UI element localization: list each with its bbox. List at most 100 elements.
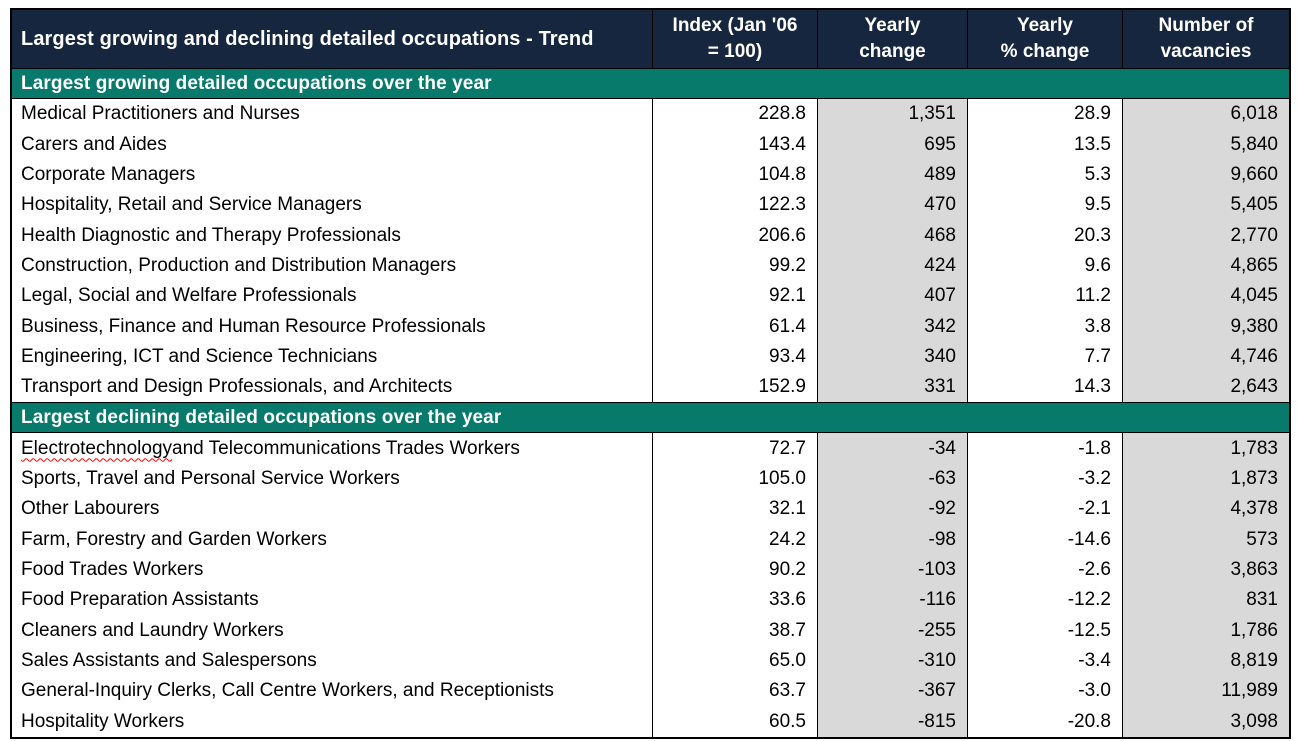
yearly-change-cell: -815: [817, 706, 967, 737]
table-title: Largest growing and declining detailed o…: [21, 27, 594, 50]
section-header-label: Largest growing detailed occupations ove…: [21, 72, 492, 94]
table-row: Business, Finance and Human Resource Pro…: [12, 311, 1289, 342]
table-row: Corporate Managers 104.8 489 5.3 9,660: [12, 159, 1289, 191]
table-header-row: Largest growing and declining detailed o…: [12, 10, 1289, 68]
yearly-pct-change-cell: 11.2: [967, 281, 1122, 312]
table-row: Sales Assistants and Salespersons 65.0 -31…: [12, 645, 1289, 677]
table-row: Other Labourers 32.1 -92 -2.1 4,378: [12, 494, 1289, 525]
occupation-cell: General-Inquiry Clerks, Call Centre Work…: [21, 680, 554, 702]
index-cell: 92.1: [652, 281, 817, 312]
vacancies-cell: 573: [1122, 524, 1289, 555]
index-cell: 152.9: [652, 372, 817, 403]
occupation-cell: Food Trades Workers: [21, 558, 204, 580]
column-header-index: Index (Jan '06 = 100): [652, 10, 817, 68]
vacancies-cell: 5,840: [1122, 129, 1289, 160]
occupation-cell: Cleaners and Laundry Workers: [21, 619, 284, 641]
index-cell: 93.4: [652, 341, 817, 373]
yearly-change-cell: -367: [817, 676, 967, 707]
vacancies-cell: 5,405: [1122, 190, 1289, 221]
table-row: Medical Practitioners and Nurses 228.8 1,3…: [12, 99, 1289, 130]
yearly-pct-change-cell: 20.3: [967, 220, 1122, 251]
yearly-pct-change-cell: 14.3: [967, 372, 1122, 403]
vacancies-cell: 3,098: [1122, 706, 1289, 737]
yearly-pct-change-cell: -2.1: [967, 494, 1122, 525]
index-cell: 33.6: [652, 585, 817, 616]
yearly-pct-change-cell: 9.5: [967, 190, 1122, 221]
section-header-label: Largest declining detailed occupations o…: [21, 406, 502, 428]
occupation-cell: Sales Assistants and Salespersons: [21, 650, 317, 672]
vacancies-cell: 2,770: [1122, 220, 1289, 251]
vacancies-cell: 4,746: [1122, 341, 1289, 373]
index-cell: 32.1: [652, 494, 817, 525]
section-header-band: Largest growing detailed occupations ove…: [12, 68, 1289, 99]
occupation-cell: Corporate Managers: [21, 163, 196, 185]
table-row: General-Inquiry Clerks, Call Centre Work…: [12, 676, 1289, 707]
index-cell: 104.8: [652, 159, 817, 191]
occupation-cell: Construction, Production and Distributio…: [21, 254, 457, 276]
yearly-pct-change-cell: -3.0: [967, 676, 1122, 707]
index-cell: 99.2: [652, 250, 817, 282]
occupation-cell: Electrotechnology and Telecommunications…: [21, 437, 520, 459]
table-row: Hospitality, Retail and Service Managers…: [12, 190, 1289, 221]
yearly-pct-change-cell: -14.6: [967, 524, 1122, 555]
occupation-cell: Hospitality Workers: [21, 710, 185, 732]
vacancies-cell: 9,380: [1122, 311, 1289, 342]
occupation-cell: Legal, Social and Welfare Professionals: [21, 285, 357, 307]
index-cell: 90.2: [652, 554, 817, 586]
vacancies-cell: 4,865: [1122, 250, 1289, 282]
yearly-pct-change-cell: 13.5: [967, 129, 1122, 160]
index-cell: 105.0: [652, 463, 817, 495]
vacancies-cell: 3,863: [1122, 554, 1289, 586]
yearly-change-cell: 695: [817, 129, 967, 160]
occupation-cell: Sports, Travel and Personal Service Work…: [21, 467, 400, 489]
index-cell: 143.4: [652, 129, 817, 160]
yearly-change-cell: -310: [817, 645, 967, 677]
yearly-change-cell: -103: [817, 554, 967, 586]
yearly-change-cell: 468: [817, 220, 967, 251]
index-cell: 65.0: [652, 645, 817, 677]
occupation-cell: Health Diagnostic and Therapy Profession…: [21, 224, 401, 246]
yearly-change-cell: 470: [817, 190, 967, 221]
yearly-pct-change-cell: -3.4: [967, 645, 1122, 677]
yearly-change-cell: -34: [817, 433, 967, 464]
column-header-yearly-pct-change: Yearly % change: [967, 10, 1122, 68]
vacancies-cell: 1,873: [1122, 463, 1289, 495]
yearly-pct-change-cell: -1.8: [967, 433, 1122, 464]
vacancies-cell: 9,660: [1122, 159, 1289, 191]
column-header-vacancies: Number of vacancies: [1122, 10, 1289, 68]
index-cell: 122.3: [652, 190, 817, 221]
misspelled-word: Electrotechnology: [21, 437, 173, 459]
vacancies-cell: 4,045: [1122, 281, 1289, 312]
table-row: Electrotechnology and Telecommunications…: [12, 433, 1289, 464]
index-cell: 72.7: [652, 433, 817, 464]
vacancies-cell: 6,018: [1122, 99, 1289, 130]
yearly-change-cell: -98: [817, 524, 967, 555]
index-cell: 63.7: [652, 676, 817, 707]
table-row: Transport and Design Professionals, and …: [12, 372, 1289, 403]
index-cell: 60.5: [652, 706, 817, 737]
yearly-pct-change-cell: 7.7: [967, 341, 1122, 373]
yearly-change-cell: -116: [817, 585, 967, 616]
yearly-change-cell: 331: [817, 372, 967, 403]
table-row: Cleaners and Laundry Workers 38.7 -255 -12.…: [12, 615, 1289, 646]
vacancies-cell: 8,819: [1122, 645, 1289, 677]
table-row: Carers and Aides 143.4 695 13.5 5,840: [12, 129, 1289, 160]
occupation-cell: Medical Practitioners and Nurses: [21, 103, 300, 125]
occupation-cell: Other Labourers: [21, 498, 160, 520]
vacancies-cell: 1,786: [1122, 615, 1289, 646]
occupation-cell: Hospitality, Retail and Service Managers: [21, 194, 362, 216]
section-header-band: Largest declining detailed occupations o…: [12, 402, 1289, 434]
table-row: Food Trades Workers 90.2 -103 -2.6 3,863: [12, 554, 1289, 586]
table-row: Health Diagnostic and Therapy Profession…: [12, 220, 1289, 251]
occupation-cell: Farm, Forestry and Garden Workers: [21, 528, 327, 550]
column-header-yearly-change: Yearly change: [817, 10, 967, 68]
table-row: Farm, Forestry and Garden Workers 24.2 -98…: [12, 524, 1289, 555]
occupation-cell: Transport and Design Professionals, and …: [21, 376, 453, 398]
vacancies-cell: 831: [1122, 585, 1289, 616]
table-row: Sports, Travel and Personal Service Work…: [12, 463, 1289, 495]
vacancies-cell: 11,989: [1122, 676, 1289, 707]
yearly-change-cell: -255: [817, 615, 967, 646]
yearly-pct-change-cell: 3.8: [967, 311, 1122, 342]
yearly-change-cell: -63: [817, 463, 967, 495]
yearly-change-cell: 424: [817, 250, 967, 282]
